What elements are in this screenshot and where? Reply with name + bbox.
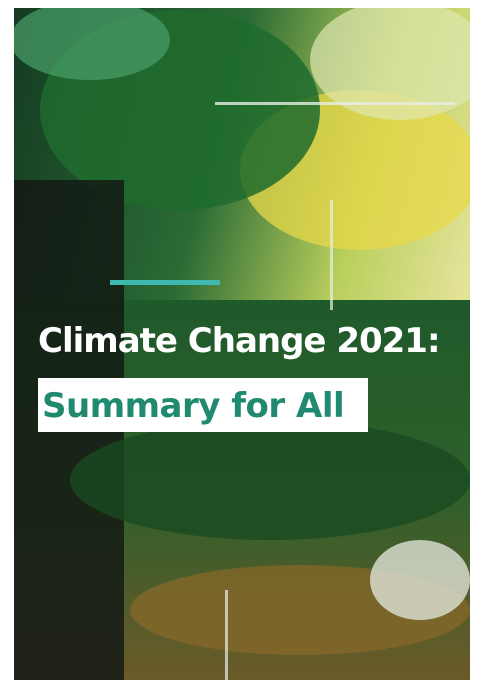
dark-band [70,420,470,540]
white-stroke [330,200,333,310]
white-patch [370,540,470,620]
page: Climate Change 2021: Summary for All (()… [0,0,485,687]
teal-patch [10,0,170,80]
title-line-2: Summary for All [42,386,344,426]
white-stroke [225,590,228,680]
cover: Climate Change 2021: Summary for All [0,0,485,687]
white-stroke [215,102,455,105]
title-line-1: Climate Change 2021: [38,321,440,361]
teal-stroke [110,280,220,285]
